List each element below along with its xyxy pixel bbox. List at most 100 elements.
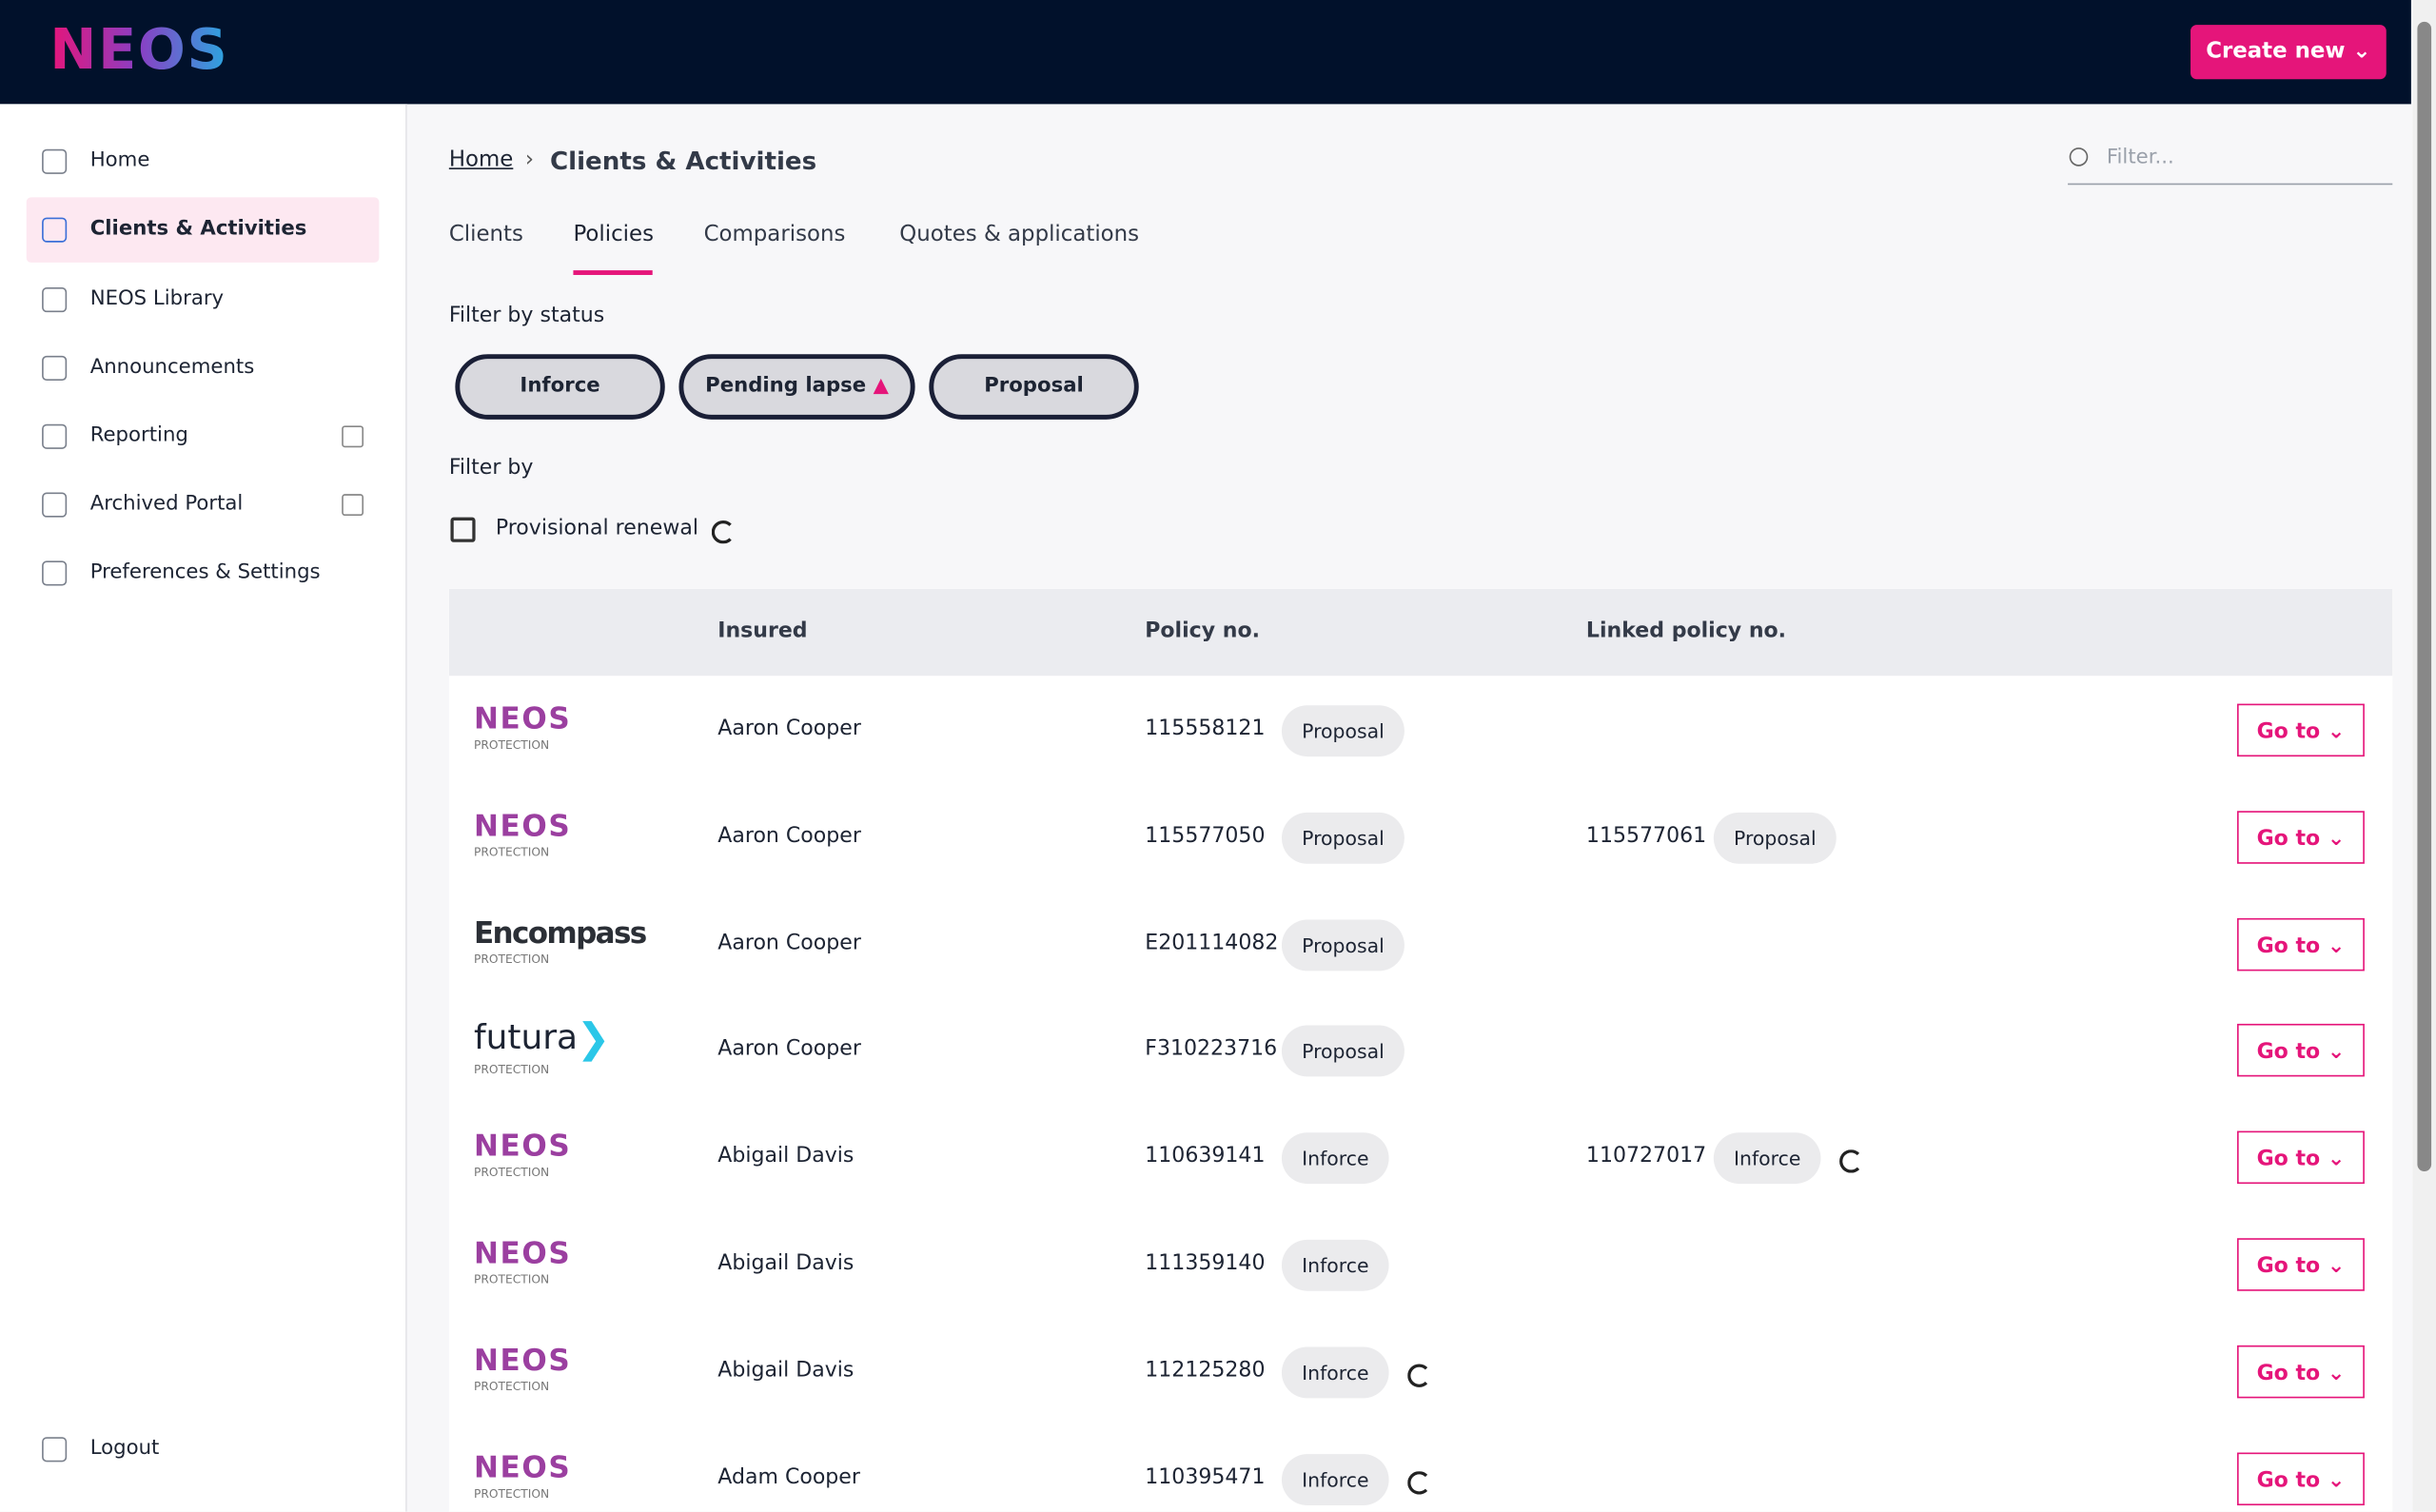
breadcrumb-current: Clients & Activities xyxy=(549,146,817,176)
table-row: NEOS PROTECTION Abigail Davis 110639141 Info… xyxy=(449,1105,2392,1212)
create-label[interactable]: Create new xyxy=(2206,38,2346,64)
nav-icon xyxy=(42,423,68,449)
nav-label[interactable]: Home xyxy=(89,148,150,173)
tab[interactable]: Comparisons xyxy=(703,222,846,247)
status-pill: Inforce xyxy=(1281,1453,1389,1505)
linked-status-pill: Proposal xyxy=(1713,812,1837,864)
nav-label[interactable]: Logout xyxy=(89,1437,160,1461)
checkbox-label[interactable]: Provisional renewal xyxy=(495,516,698,541)
logo[interactable]: NEOS xyxy=(49,18,229,83)
scroll-thumb[interactable] xyxy=(2417,21,2432,1172)
status-pill: Inforce xyxy=(1281,1239,1389,1291)
provider-name: Encompass xyxy=(473,915,647,951)
filter-by-label: Filter by xyxy=(448,455,534,481)
go-to-label[interactable]: Go to xyxy=(2256,1147,2321,1172)
checkbox[interactable] xyxy=(450,517,476,542)
provider-name: NEOS xyxy=(473,1236,572,1271)
go-to-button[interactable]: Go to ⌄ xyxy=(2237,1024,2365,1078)
status-label: Filter by status xyxy=(448,303,605,328)
chevron: ⌄ xyxy=(2320,1147,2346,1172)
nav-label[interactable]: Reporting xyxy=(89,423,188,448)
tab[interactable]: Quotes & applications xyxy=(899,222,1140,247)
nav-icon xyxy=(42,560,68,586)
insured: Aaron Cooper xyxy=(717,716,861,741)
nav-icon xyxy=(42,355,68,381)
chip-label[interactable]: Inforce xyxy=(520,374,600,398)
table-row: NEOS PROTECTION Abigail Davis 112125280 Info… xyxy=(449,1319,2392,1426)
chevron: ⌄ xyxy=(2320,1039,2346,1066)
table-row: NEOS PROTECTION Aaron Cooper 115558121 Propo… xyxy=(449,677,2392,785)
renewal-icon xyxy=(1407,1364,1431,1387)
go-to-label[interactable]: Go to xyxy=(2256,1253,2321,1279)
go-to-label[interactable]: Go to xyxy=(2256,933,2321,958)
go-to-button[interactable]: Go to ⌄ xyxy=(2237,1345,2365,1399)
linked-status-pill: Inforce xyxy=(1713,1132,1821,1185)
sidebar: Home Clients & Activities NEOS Library Anno… xyxy=(0,104,407,1512)
nav-item[interactable]: Logout xyxy=(27,1417,380,1483)
go-to-button[interactable]: Go to ⌄ xyxy=(2237,703,2365,757)
renewal-icon xyxy=(1407,1470,1431,1494)
search-placeholder[interactable]: Filter... xyxy=(2106,146,2174,169)
go-to-label[interactable]: Go to xyxy=(2256,1467,2321,1493)
nav-label[interactable]: Clients & Activities xyxy=(89,217,307,242)
top-bar: NEOS Create new ⌄ xyxy=(0,0,2411,105)
go-to-button[interactable]: Go to ⌄ xyxy=(2237,1238,2365,1291)
chip-label[interactable]: Proposal xyxy=(984,374,1084,398)
search-box[interactable]: Filter... xyxy=(2068,140,2393,186)
nav-label[interactable]: Archived Portal xyxy=(89,492,244,517)
nav-item[interactable]: Home xyxy=(27,129,380,195)
warning-icon: ▲ xyxy=(866,374,889,398)
breadcrumb-home[interactable]: Home xyxy=(448,147,514,173)
linked-policy: 115577061 xyxy=(1585,822,1707,849)
nav-label[interactable]: Announcements xyxy=(89,355,255,380)
nav-label[interactable]: Preferences & Settings xyxy=(89,560,321,584)
scrollbar xyxy=(2412,0,2436,1512)
nav-item[interactable]: Announcements xyxy=(27,336,380,402)
provider-sub: PROTECTION xyxy=(473,952,550,966)
create-button[interactable]: Create new ⌄ xyxy=(2190,25,2387,80)
provider-name: NEOS xyxy=(473,809,572,844)
tab[interactable]: Clients xyxy=(448,222,523,247)
insured: Abigail Davis xyxy=(717,1143,855,1169)
provider-sub: PROTECTION xyxy=(473,1165,550,1180)
status-pill: Proposal xyxy=(1281,705,1405,757)
nav-label[interactable]: NEOS Library xyxy=(89,287,225,311)
go-to-label[interactable]: Go to xyxy=(2256,718,2321,745)
insured: Aaron Cooper xyxy=(717,822,861,849)
go-to-button[interactable]: Go to ⌄ xyxy=(2237,1451,2365,1505)
nav-item[interactable]: Preferences & Settings xyxy=(27,540,380,606)
status-chip[interactable]: Pending lapse ▲ xyxy=(678,354,915,420)
nav-item[interactable]: NEOS Library xyxy=(27,267,380,333)
status-pill: Inforce xyxy=(1281,1132,1389,1185)
insured: Abigail Davis xyxy=(717,1250,855,1276)
chip-label[interactable]: Pending lapse xyxy=(705,374,867,398)
column-header: Insured xyxy=(717,618,808,643)
nav-item[interactable]: Reporting xyxy=(27,403,380,469)
status-chip[interactable]: Proposal xyxy=(929,354,1139,420)
linked-policy: 110727017 xyxy=(1585,1143,1707,1169)
provider-chevron: ❯ xyxy=(576,1016,611,1064)
provider-logo: NEOS PROTECTION xyxy=(474,702,645,757)
table-row: NEOS PROTECTION Aaron Cooper 115577050 Propo… xyxy=(449,784,2392,892)
nav-item[interactable]: Clients & Activities xyxy=(26,197,380,263)
provider-logo: NEOS PROTECTION xyxy=(474,1344,645,1399)
go-to-label[interactable]: Go to xyxy=(2256,1360,2321,1385)
renewal-icon xyxy=(1839,1149,1863,1173)
status-chip[interactable]: Inforce xyxy=(455,354,665,420)
go-to-button[interactable]: Go to ⌄ xyxy=(2237,810,2365,864)
go-to-label[interactable]: Go to xyxy=(2256,826,2321,852)
chevron: ⌄ xyxy=(2320,1253,2346,1279)
policy-number: 111359140 xyxy=(1145,1250,1266,1276)
go-to-button[interactable]: Go to ⌄ xyxy=(2237,917,2365,971)
tab[interactable]: Policies xyxy=(573,222,655,247)
go-to-label[interactable]: Go to xyxy=(2256,1039,2321,1066)
table-row: futura ❯ PROTECTION Aaron Cooper F310223716 P… xyxy=(449,998,2392,1106)
policy-number: 110639141 xyxy=(1145,1143,1266,1169)
nav-icon xyxy=(42,217,68,243)
nav-icon xyxy=(42,492,68,518)
tab-underline xyxy=(573,270,653,275)
chevron: ⌄ xyxy=(2320,1467,2346,1493)
go-to-button[interactable]: Go to ⌄ xyxy=(2237,1130,2365,1185)
nav-item[interactable]: Archived Portal xyxy=(27,472,380,538)
policy-table: Insured Policy no. Linked policy no. NEOS P… xyxy=(448,588,2393,1512)
